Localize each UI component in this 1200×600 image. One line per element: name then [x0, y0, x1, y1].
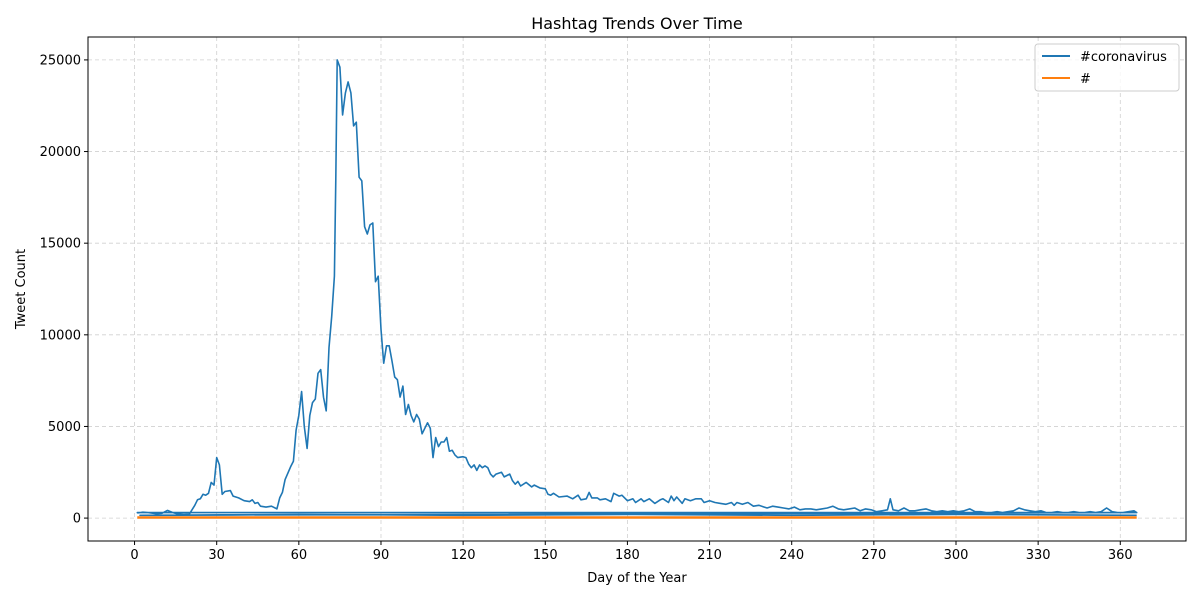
y-tick-label: 15000: [40, 237, 81, 252]
x-tick-label: 90: [373, 548, 390, 563]
legend-label-coronavirus: #coronavirus: [1080, 50, 1167, 65]
x-tick-label: 270: [861, 548, 886, 563]
y-tick-label: 5000: [48, 420, 81, 435]
x-tick-label: 30: [208, 548, 225, 563]
y-tick-label: 20000: [40, 145, 81, 160]
y-tick-label: 25000: [40, 53, 81, 68]
y-axis-title: Tweet Count: [14, 249, 29, 330]
legend-label-hashtag-2: #: [1080, 72, 1091, 87]
x-axis-title: Day of the Year: [587, 571, 687, 586]
x-tick-label: 60: [291, 548, 308, 563]
x-tick-label: 150: [533, 548, 558, 563]
legend-box: [1034, 43, 1180, 92]
legend: #coronavirus #: [1034, 43, 1180, 92]
series-line-0: [136, 59, 1138, 517]
x-tick-label: 360: [1108, 548, 1133, 563]
y-axis-ticks: 0 5000 10000 15000 20000 25000: [40, 53, 88, 527]
x-tick-label: 240: [779, 548, 804, 563]
x-tick-label: 210: [697, 548, 722, 563]
plot-lines: [136, 59, 1138, 519]
y-tick-label: 0: [73, 512, 81, 527]
y-tick-label: 10000: [40, 328, 81, 343]
x-axis-ticks: 0 30 60 90 120 150 180 210 240 270 300 330 360: [130, 541, 1133, 563]
x-tick-label: 330: [1026, 548, 1051, 563]
x-tick-label: 0: [130, 548, 138, 563]
x-tick-label: 300: [944, 548, 969, 563]
x-tick-label: 180: [615, 548, 640, 563]
x-tick-label: 120: [451, 548, 476, 563]
chart-title: Hashtag Trends Over Time: [531, 14, 743, 33]
plot-frame: [87, 36, 1187, 542]
